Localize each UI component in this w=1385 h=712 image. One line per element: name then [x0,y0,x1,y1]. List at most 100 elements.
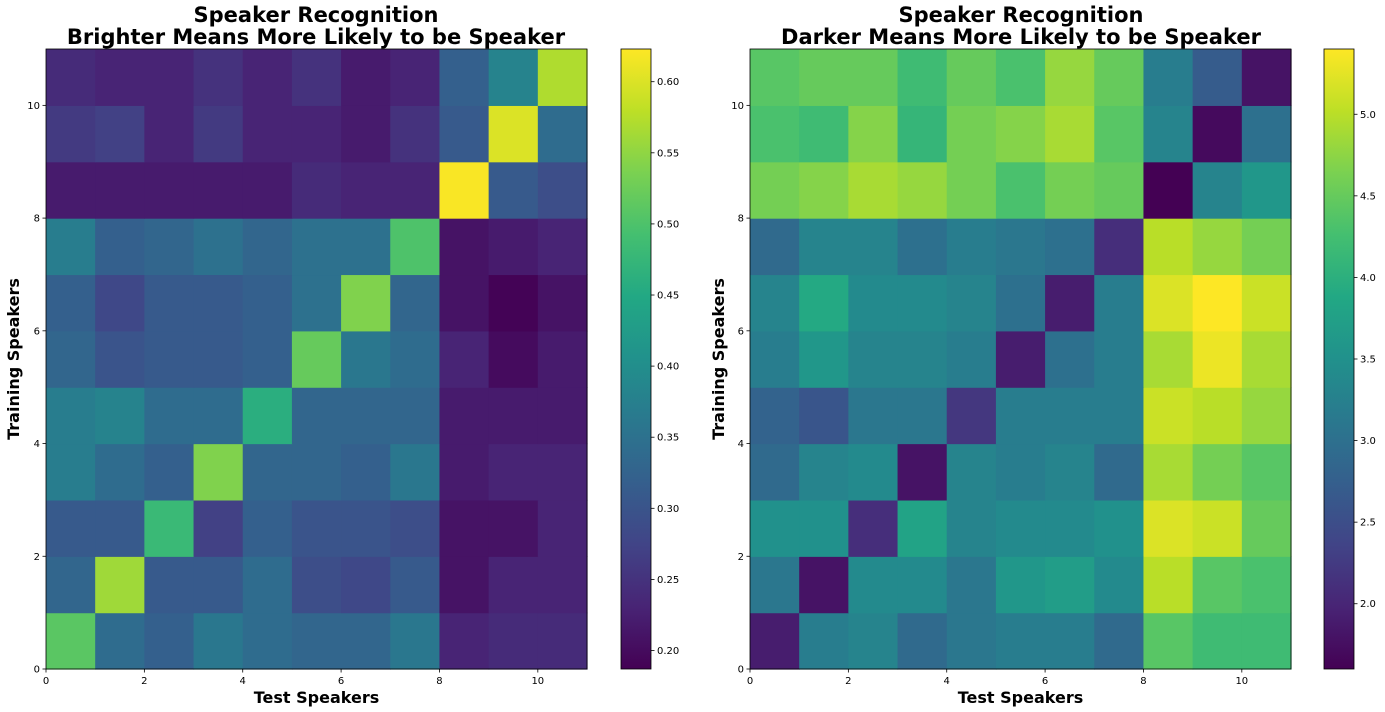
heatmap-cell [995,443,1046,501]
heatmap-cell [1094,387,1145,445]
heatmap-cell [46,499,96,557]
heatmap-cell [341,612,391,670]
heatmap-cell [46,612,96,670]
heatmap-cell [341,499,391,557]
heatmap-cell [341,387,391,445]
heatmap-cell [439,218,490,276]
heatmap-cell [537,218,588,276]
heatmap-cell [848,49,899,106]
heatmap-cell [750,499,800,557]
heatmap-cell [1045,556,1095,614]
heatmap-cell [897,274,948,332]
colorbar-gradient [621,49,651,669]
chart-title: Speaker Recognition [899,3,1144,27]
x-tick-label: 4 [944,676,950,687]
colorbar-tick-label: 3.0 [1360,436,1376,447]
heatmap-cell [341,218,391,276]
heatmap-cell [946,105,997,163]
x-tick-label: 10 [1235,676,1248,687]
heatmap-cell [1192,218,1243,276]
heatmap-cell [242,49,293,106]
heatmap-cell [242,499,293,557]
heatmap-cell [1143,161,1194,219]
colorbar-tick-label: 0.45 [657,291,679,302]
heatmap-cell [291,387,342,445]
heatmap-cell [242,387,293,445]
heatmap-cell [341,105,391,163]
x-tick-label: 10 [531,676,544,687]
heatmap-cell [1143,443,1194,501]
heatmap-cell [193,218,244,276]
x-tick-label: 8 [436,676,442,687]
heatmap-panel-1: 0 2 4 6 8 10 0 2 4 6 8 10 Test Speakers Training Spea… [4,3,679,707]
heatmap-cell [193,49,244,106]
heatmap-cell [390,556,441,614]
heatmap-cell [341,443,391,501]
heatmap-cell [1192,105,1243,163]
heatmap-cell [1241,218,1292,276]
heatmap-cell [848,387,899,445]
heatmap-cell [390,330,441,388]
heatmap-cell [291,161,342,219]
heatmap-cell [439,49,490,106]
heatmap-cell [750,443,800,501]
heatmap-cell [46,274,96,332]
heatmap-cell [537,49,588,106]
x-axis-label: Test Speakers [958,688,1083,707]
heatmap-cell [46,443,96,501]
colorbar-tick-label: 2.0 [1360,599,1376,610]
heatmap-cell [1241,161,1292,219]
heatmap-cell [799,105,849,163]
heatmap-cell [1094,49,1145,106]
heatmap-cell [1045,218,1095,276]
heatmap-panel-2: 0 2 4 6 8 10 0 2 4 6 8 10 Test Speakers Training Spea… [709,3,1376,707]
heatmap-cell [144,556,195,614]
heatmap-cell [1192,387,1243,445]
heatmap-cell [897,161,948,219]
heatmap-cell [537,105,588,163]
heatmap-cell [95,49,145,106]
heatmap-cell [946,161,997,219]
heatmap-cell [242,274,293,332]
x-tick-label: 6 [338,676,344,687]
heatmap-cell [95,499,145,557]
heatmap-cell [848,499,899,557]
heatmap-cell [799,499,849,557]
heatmap-cell [439,443,490,501]
heatmap-cell [1192,499,1243,557]
heatmap-cell [291,556,342,614]
colorbar-tick-label: 2.5 [1360,518,1376,529]
heatmap-cell [193,105,244,163]
x-tick-label: 6 [1042,676,1048,687]
heatmap-cell [390,612,441,670]
heatmap-cell [488,161,539,219]
heatmap-cell [193,499,244,557]
heatmap-cell [995,218,1046,276]
heatmap-cell [1045,443,1095,501]
colorbar-tick-label: 5.0 [1360,110,1376,121]
heatmap-cell [537,499,588,557]
heatmap-cell [848,612,899,670]
y-tick-label: 0 [738,665,744,676]
heatmap-cell [1143,274,1194,332]
chart-title: Speaker Recognition [194,3,439,27]
heatmap-cell [848,274,899,332]
heatmap-cell [95,161,145,219]
heatmap-cell [95,274,145,332]
x-tick-label: 8 [1140,676,1146,687]
heatmap-cell [995,556,1046,614]
colorbar-tick-label: 0.60 [657,77,679,88]
heatmap-cell [1045,274,1095,332]
heatmap-cell [1094,556,1145,614]
heatmap-cell [1241,274,1292,332]
axes-frame [45,48,588,670]
heatmap-cell [488,49,539,106]
heatmap-cell [488,556,539,614]
heatmap-cell [537,387,588,445]
heatmap-cell [1045,387,1095,445]
heatmap-cell [1192,49,1243,106]
colorbar-tick-label: 0.50 [657,219,679,230]
heatmap-cell [144,443,195,501]
heatmap-cell [95,612,145,670]
heatmap-cell [848,218,899,276]
